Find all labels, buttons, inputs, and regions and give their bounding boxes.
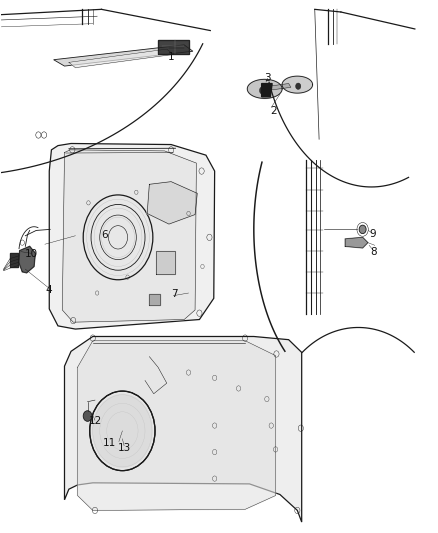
Polygon shape	[78, 341, 276, 511]
Polygon shape	[158, 39, 188, 54]
Text: 3: 3	[265, 72, 271, 83]
Polygon shape	[156, 251, 176, 274]
Polygon shape	[147, 182, 197, 224]
Polygon shape	[69, 49, 173, 68]
Circle shape	[359, 225, 366, 233]
Text: 2: 2	[270, 106, 277, 116]
Text: 10: 10	[25, 249, 38, 260]
Text: 11: 11	[102, 438, 116, 448]
Polygon shape	[247, 79, 282, 99]
Polygon shape	[53, 45, 193, 66]
Text: 1: 1	[168, 52, 174, 62]
Text: 12: 12	[88, 416, 102, 426]
Polygon shape	[269, 84, 291, 90]
Text: 8: 8	[370, 247, 377, 257]
Text: 4: 4	[45, 285, 52, 295]
Polygon shape	[149, 294, 160, 305]
Circle shape	[92, 394, 153, 468]
Polygon shape	[49, 143, 215, 329]
Polygon shape	[10, 253, 18, 266]
Polygon shape	[19, 246, 35, 273]
Text: 9: 9	[369, 229, 375, 239]
Text: 6: 6	[102, 230, 108, 240]
Polygon shape	[64, 336, 302, 522]
Polygon shape	[261, 84, 272, 97]
Polygon shape	[345, 237, 368, 248]
Text: 7: 7	[171, 289, 178, 299]
Text: 13: 13	[117, 443, 131, 453]
Circle shape	[296, 83, 301, 90]
Circle shape	[83, 411, 92, 421]
Polygon shape	[282, 76, 313, 93]
Circle shape	[259, 87, 265, 94]
Polygon shape	[62, 150, 196, 322]
